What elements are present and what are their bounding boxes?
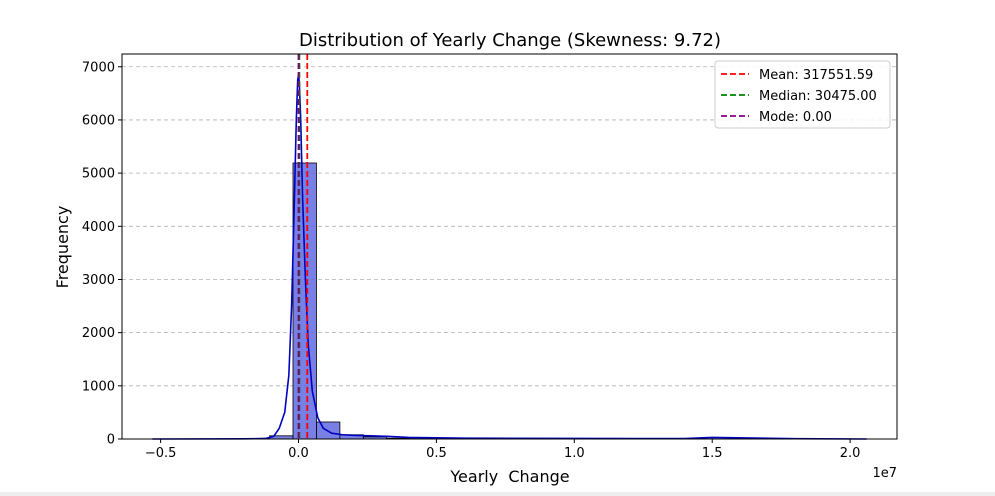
y-tick-label: 3000: [82, 273, 115, 288]
x-tick-label: −0.5: [145, 446, 177, 461]
chart-title: Distribution of Yearly Change (Skewness:…: [299, 30, 721, 51]
legend-label: Median: 30475.00: [759, 89, 877, 104]
kde-curve-group: [152, 73, 867, 440]
y-tick-label: 7000: [82, 60, 115, 75]
x-tick-label: 1.0: [564, 446, 585, 461]
plot-frame: [121, 53, 898, 440]
x-tick-label: 0.5: [426, 446, 447, 461]
y-axis-label: Frequency: [53, 206, 72, 289]
x-axis-label: Yearly Change: [449, 467, 569, 486]
y-tick-label: 0: [107, 433, 115, 448]
y-tick-label: 4000: [82, 220, 115, 235]
y-tick-label: 2000: [82, 326, 115, 341]
histogram-bars: [269, 162, 481, 440]
kde-curve: [152, 73, 867, 440]
legend-label: Mean: 317551.59: [759, 68, 873, 83]
bottom-strip: [0, 492, 995, 496]
legend-box: [714, 60, 891, 129]
gridlines: [122, 66, 897, 387]
legend-label: Mode: 0.00: [759, 110, 832, 125]
legend: Mean: 317551.59 Median: 30475.00 Mode: 0.0…: [714, 60, 891, 129]
y-tick-label: 6000: [82, 113, 115, 128]
x-tick-label: 1.5: [702, 446, 723, 461]
y-tick-label: 1000: [82, 379, 115, 394]
x-offset-label: 1e7: [872, 466, 897, 481]
reference-lines: [297, 54, 309, 439]
y-tick-label: 5000: [82, 167, 115, 182]
x-axis-ticks: −0.5 0.0 0.5 1.0 1.5 2.0: [145, 439, 861, 461]
x-tick-label: 0.0: [288, 446, 309, 461]
x-tick-label: 2.0: [840, 446, 861, 461]
y-axis-ticks: 0 1000 2000 3000 4000 5000 6000 7000: [82, 60, 122, 448]
